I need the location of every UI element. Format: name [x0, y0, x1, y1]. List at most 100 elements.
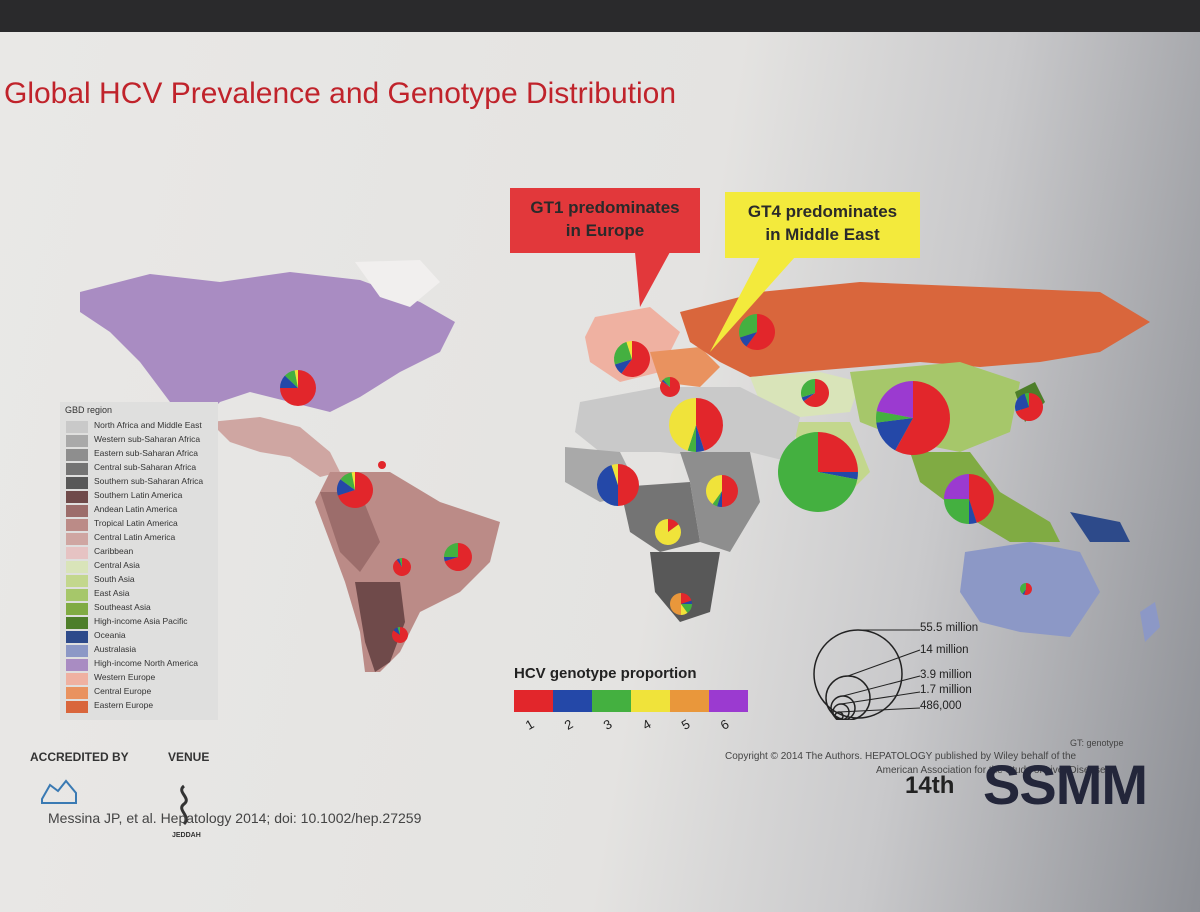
legend-swatch	[66, 659, 88, 671]
pie-tropical-latin-america	[444, 543, 472, 571]
legend-swatch	[66, 505, 88, 517]
size-legend	[813, 629, 921, 720]
pie-slice	[681, 600, 692, 604]
legend-item: East Asia	[66, 588, 216, 601]
pie-western-sub-saharan-africa	[597, 464, 639, 506]
pie-slice	[351, 472, 355, 490]
genotype-label: 2	[561, 716, 576, 733]
genotype-label: 4	[639, 716, 654, 733]
pie-slice	[621, 341, 651, 377]
legend-label: High-income North America	[94, 658, 198, 668]
genotype-label: 6	[717, 716, 732, 733]
pie-slice	[944, 499, 969, 524]
pie-eastern-europe	[801, 379, 829, 407]
legend-label: North Africa and Middle East	[94, 420, 202, 430]
pie-andean-latin-america	[393, 558, 411, 576]
venue-label: VENUE	[168, 750, 210, 764]
legend-item: High-income North America	[66, 658, 216, 671]
pie-western-europe	[614, 341, 651, 377]
genotype-swatch	[514, 690, 553, 712]
pie-south-asia	[778, 432, 858, 512]
pie-central-asia	[739, 314, 775, 350]
legend-label: Southern Latin America	[94, 490, 183, 500]
legend-item: Southern Latin America	[66, 490, 216, 503]
pie-slice	[801, 379, 815, 398]
pie-slice	[611, 464, 618, 485]
pie-slice	[687, 425, 696, 452]
legend-label: East Asia	[94, 588, 130, 598]
callout-europe-line1: GT1 predominates	[530, 198, 680, 217]
pie-slice	[876, 381, 913, 418]
legend-label: Eastern sub-Saharan Africa	[94, 448, 198, 458]
pie-slice	[597, 465, 618, 506]
legend-swatch	[66, 463, 88, 475]
pie-slice	[1024, 583, 1032, 595]
legend-label: Central Latin America	[94, 532, 176, 542]
size-label-14m: 14 million	[920, 644, 969, 656]
legend-label: Australasia	[94, 644, 137, 654]
callout-me-line1: GT4 predominates	[747, 202, 898, 221]
callout-gt1-europe: GT1 predominates in Europe	[510, 188, 700, 253]
pie-slice	[876, 411, 913, 423]
pie-central-latin-america	[337, 472, 374, 508]
pie-slice	[655, 519, 681, 545]
legend-swatch	[66, 519, 88, 531]
legend-item: Eastern Europe	[66, 700, 216, 713]
pie-slice	[739, 332, 757, 347]
legend-swatch	[66, 673, 88, 685]
slide-title: Global HCV Prevalence and Genotype Distr…	[4, 77, 677, 110]
genotype-swatch	[553, 690, 592, 712]
genotype-label: 3	[600, 716, 615, 733]
pie-slice	[618, 464, 639, 506]
pie-slice	[696, 398, 723, 451]
genotype-label: 5	[678, 716, 693, 733]
genotype-swatch	[631, 690, 670, 712]
legend-label: Tropical Latin America	[94, 518, 178, 528]
callout-me-line2: in Middle East	[765, 225, 880, 244]
legend-swatch	[66, 631, 88, 643]
legend-item: High-income Asia Pacific	[66, 616, 216, 629]
legend-item: Andean Latin America	[66, 504, 216, 517]
pie-slice	[681, 604, 692, 613]
accreditation-logo-icon	[41, 779, 77, 804]
pie-slice	[969, 499, 977, 524]
pie-north-africa-and-middle-east	[669, 398, 723, 452]
pie-slice	[681, 604, 688, 615]
legend-swatch	[66, 589, 88, 601]
pie-slice	[294, 370, 298, 388]
pie-slice	[397, 627, 400, 635]
copyright-line2: American Association for the Study of Li…	[876, 765, 1111, 776]
map-andean	[320, 492, 380, 572]
legend-swatch	[66, 561, 88, 573]
pie-slice	[801, 393, 815, 402]
pie-slice	[337, 472, 374, 508]
legend-label: High-income Asia Pacific	[94, 616, 188, 626]
map-north-america	[80, 272, 455, 422]
size-label-3-9m: 3.9 million	[920, 669, 972, 681]
pie-southern-latin-america	[392, 627, 408, 643]
map-eastern-europe	[680, 282, 1150, 377]
map-central-america	[210, 417, 340, 477]
pie-high-income-asia-pacific	[1014, 393, 1043, 421]
legend-item: Tropical Latin America	[66, 518, 216, 531]
legend-label: Andean Latin America	[94, 504, 178, 514]
legend-swatch	[66, 603, 88, 615]
genotype-swatch	[592, 690, 631, 712]
legend-swatch	[66, 547, 88, 559]
genotype-swatch	[709, 690, 748, 712]
legend-label: Caribbean	[94, 546, 134, 556]
size-label-1-7m: 1.7 million	[920, 684, 972, 696]
pie-slice	[1020, 583, 1026, 594]
legend-swatch	[66, 575, 88, 587]
pie-slice	[340, 472, 355, 490]
legend-swatch	[66, 421, 88, 433]
pie-central-europe	[660, 377, 681, 397]
map-new-zealand	[1140, 602, 1160, 642]
pie-slice	[717, 491, 722, 507]
legend-swatch	[66, 449, 88, 461]
pie-slice	[818, 472, 858, 480]
legend-item: Southeast Asia	[66, 602, 216, 615]
pie-slice	[626, 341, 632, 359]
accredited-by-label: ACCREDITED BY	[30, 750, 129, 764]
pie-slice	[280, 375, 298, 388]
